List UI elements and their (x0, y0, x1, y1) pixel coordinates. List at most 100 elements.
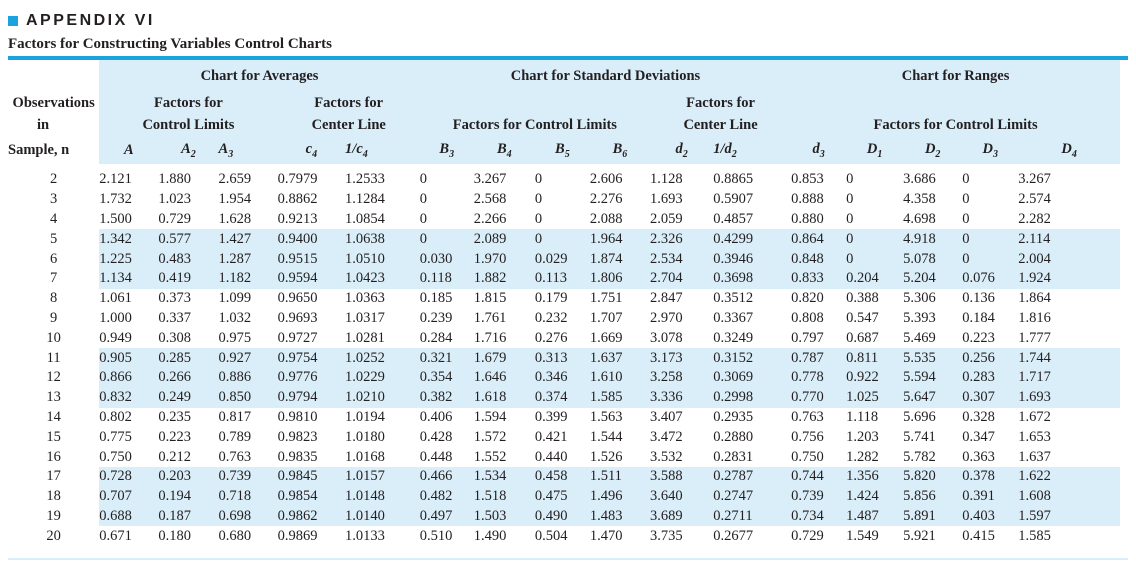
factor-cell: 0.321 (419, 348, 474, 368)
factor-cell: 0.2880 (713, 428, 754, 445)
factor-cell: 0.671 (99, 527, 132, 544)
sample-size-cell: 18 (8, 486, 100, 507)
factor-cell: 1.924 (1018, 268, 1120, 289)
factor-cell: 5.306 (903, 290, 936, 307)
factor-cell: 0.547 (846, 309, 879, 326)
factor-cell: 1.608 (1018, 486, 1120, 507)
factor-cell: 1.0229 (345, 367, 420, 388)
table-row: 2 2.121 1.880 2.659 0.7979 1.2533 0 3.267 0 2.606… (8, 170, 1120, 190)
group-std-devs: Chart for Standard Deviations (419, 60, 792, 92)
factor-cell: 3.735 (650, 527, 683, 544)
factor-cell: 1.0510 (345, 249, 420, 269)
factor-cell: 2.121 (99, 171, 132, 188)
factor-cell: 0.577 (158, 229, 219, 250)
factor-cell: 0.729 (791, 527, 824, 544)
factor-cell: 1.0210 (345, 387, 420, 408)
factor-cell: 3.258 (650, 367, 714, 388)
factor-cell: 1.025 (846, 387, 904, 408)
factor-cell: 1.2533 (345, 171, 385, 188)
factor-cell: 0 (534, 191, 543, 208)
factor-cell: 1.628 (218, 210, 252, 227)
table-row: 13 0.832 0.249 0.850 0.9794 1.0210 0.382 1.618 0… (8, 387, 1120, 408)
factor-cell: 1.552 (473, 448, 507, 465)
sym-d2: d2 (650, 136, 714, 164)
factor-cell: 1.693 (1018, 387, 1120, 408)
factor-cell: 0.739 (791, 486, 847, 507)
table-row: 16 0.750 0.212 0.763 0.9835 1.0168 0.448 1.552 0… (8, 447, 1120, 467)
factor-cell: 0.9400 (277, 229, 346, 250)
factor-cell: 0.728 (99, 466, 159, 487)
factor-cell: 1.549 (846, 527, 879, 544)
factor-cell: 1.693 (650, 191, 683, 208)
group-averages: Chart for Averages (99, 60, 420, 92)
factor-cell: 1.618 (473, 387, 535, 408)
factor-cell: 2.568 (473, 191, 507, 208)
factor-cell: 0.283 (962, 367, 1019, 388)
factor-cell: 0.347 (962, 428, 995, 445)
factor-cell: 0.136 (962, 290, 995, 307)
factor-cell: 0.458 (534, 466, 590, 487)
factor-cell: 0.403 (962, 506, 1019, 527)
sample-size-cell: 17 (8, 466, 100, 487)
factor-cell: 0.203 (158, 466, 219, 487)
factor-cell: 1.134 (99, 268, 159, 289)
factor-cell: 0 (534, 171, 543, 188)
table-row: 8 1.061 0.373 1.099 0.9650 1.0363 0.185 1.815 0.… (8, 289, 1120, 309)
factor-cell: 0.832 (99, 387, 159, 408)
factor-cell: 0 (846, 249, 904, 269)
factor-cell: 2.534 (650, 249, 714, 269)
factor-cell: 1.0638 (345, 229, 420, 250)
factor-cell: 1.816 (1018, 309, 1051, 326)
table-row: 6 1.225 0.483 1.287 0.9515 1.0510 0.030 1.970 0.… (8, 249, 1120, 269)
factor-cell: 1.815 (473, 290, 507, 307)
factor-cell: 0.8862 (277, 191, 318, 208)
factor-cell: 4.918 (903, 229, 963, 250)
sample-size-cell: 12 (8, 367, 100, 388)
factor-cell: 0.466 (419, 466, 474, 487)
factor-cell: 1.470 (589, 527, 623, 544)
sample-size-cell: 16 (46, 448, 61, 465)
factor-cell: 0 (962, 210, 970, 227)
factor-cell: 0.029 (534, 249, 590, 269)
factor-cell: 2.970 (650, 309, 683, 326)
appendix-heading: APPENDIX VI (8, 12, 155, 30)
factor-cell: 0.490 (534, 506, 590, 527)
factor-cell: 0.9213 (277, 210, 318, 227)
factor-cell: 1.744 (1018, 348, 1120, 368)
factor-cell: 1.646 (473, 367, 535, 388)
factor-cell: 0 (846, 229, 904, 250)
factor-cell: 1.342 (99, 229, 159, 250)
factor-cell: 0.504 (534, 527, 568, 544)
factor-cell: 3.407 (650, 408, 683, 425)
factor-cell: 1.0140 (345, 506, 420, 527)
factor-cell: 1.099 (218, 290, 252, 307)
factor-cell: 0.239 (419, 309, 453, 326)
factor-cell: 1.880 (158, 171, 191, 188)
factor-cell: 1.0363 (345, 290, 385, 307)
table-row: 9 1.000 0.337 1.032 0.9693 1.0317 0.239 1.761 0.… (8, 309, 1120, 329)
factor-cell: 0.789 (218, 428, 252, 445)
sd-center-line-header: Factors for Center Line (650, 92, 792, 136)
factor-cell: 2.704 (650, 268, 714, 289)
factor-cell: 1.526 (589, 448, 623, 465)
bottom-rule (8, 558, 1128, 560)
factor-cell: 0.3367 (713, 309, 754, 326)
factor-cell: 3.173 (650, 348, 714, 368)
table-row: 4 1.500 0.729 1.628 0.9213 1.0854 0 2.266 0 2.088… (8, 210, 1120, 230)
factor-cell: 1.874 (589, 249, 650, 269)
factor-cell: 0 (534, 229, 590, 250)
factor-cell: 3.689 (650, 506, 714, 527)
sym-B4: B4 (473, 136, 535, 164)
sym-inv-c4: 1/c4 (345, 136, 420, 164)
sym-B6: B6 (589, 136, 650, 164)
factor-cell: 0.185 (419, 290, 453, 307)
sample-size-cell: 13 (8, 387, 100, 408)
factor-cell: 1.182 (218, 268, 278, 289)
sym-D4: D4 (1018, 136, 1120, 164)
sym-c4: c4 (277, 136, 346, 164)
factor-cell: 1.118 (846, 408, 879, 425)
factor-cell: 0.9854 (277, 486, 346, 507)
factor-cell: 4.698 (903, 210, 936, 227)
factor-cell: 0.729 (158, 210, 191, 227)
factor-cell: 0.9823 (277, 428, 318, 445)
